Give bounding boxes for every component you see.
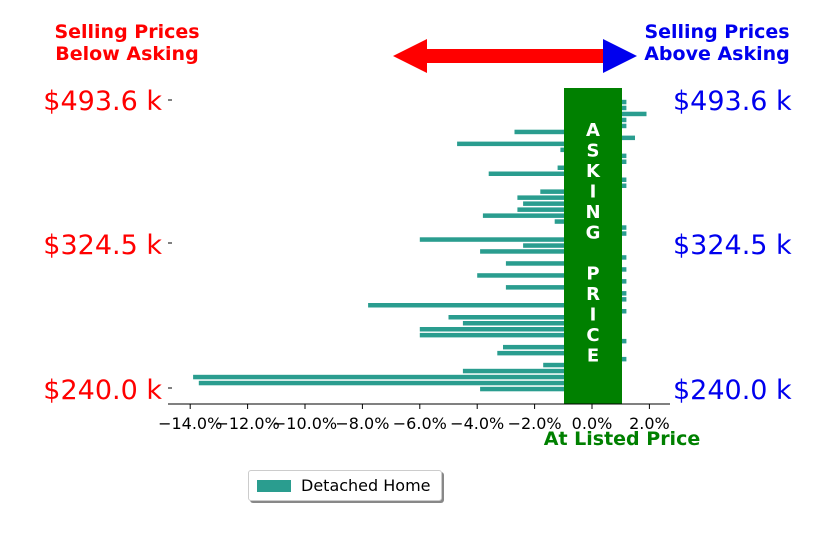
- right-header-line1: Selling Prices: [644, 21, 789, 43]
- asking-letter: K: [586, 161, 601, 182]
- left-header-line2: Below Asking: [55, 43, 198, 65]
- bar: [457, 141, 592, 147]
- bar: [505, 261, 592, 266]
- bar: [368, 303, 592, 308]
- asking-letter: N: [585, 202, 600, 223]
- bar: [514, 129, 592, 135]
- right-header-line2: Above Asking: [644, 43, 790, 65]
- x-tick-label: −10.0%: [273, 414, 337, 433]
- bar: [482, 213, 592, 218]
- x-tick-label: 0.0%: [572, 414, 613, 433]
- arrow-shaft: [427, 49, 603, 63]
- bar: [193, 374, 592, 380]
- legend-swatch: [257, 480, 291, 492]
- legend: Detached Home: [248, 470, 442, 501]
- bar: [488, 171, 592, 176]
- left-price-top: $493.6 k: [43, 86, 162, 117]
- arrow-right-icon: [603, 39, 637, 73]
- bar: [503, 344, 592, 350]
- asking-letter: I: [590, 182, 597, 203]
- arrow-left-icon: [393, 39, 427, 73]
- right-price-mid: $324.5 k: [673, 230, 792, 261]
- x-tick-label: −2.0%: [508, 414, 562, 433]
- asking-letter: C: [586, 325, 599, 346]
- bar: [523, 243, 592, 248]
- bar: [517, 195, 592, 200]
- x-tick-label: −12.0%: [215, 414, 279, 433]
- bar: [448, 315, 592, 320]
- bar: [462, 368, 592, 374]
- at-listed-price-caption: At Listed Price: [544, 428, 700, 450]
- bar: [419, 327, 592, 332]
- asking-letter: P: [586, 264, 599, 285]
- x-tick-label: −8.0%: [335, 414, 389, 433]
- bar: [523, 201, 592, 206]
- asking-letter: A: [586, 120, 600, 141]
- right-price-bottom: $240.0 k: [673, 375, 792, 406]
- x-tick-label: −4.0%: [450, 414, 504, 433]
- asking-letter: S: [587, 141, 600, 162]
- bar: [517, 207, 592, 212]
- bar: [419, 332, 592, 338]
- left-price-bottom: $240.0 k: [43, 375, 162, 406]
- bar: [480, 249, 592, 254]
- right-price-top: $493.6 k: [673, 86, 792, 117]
- asking-letter: G: [586, 223, 601, 244]
- bar: [419, 237, 592, 242]
- legend-label: Detached Home: [301, 476, 431, 495]
- left-header-line1: Selling Prices: [54, 21, 199, 43]
- bar: [497, 350, 592, 356]
- double-arrow: [393, 39, 637, 73]
- x-tick-label: 2.0%: [629, 414, 670, 433]
- x-tick-label: −14.0%: [158, 414, 222, 433]
- asking-letter: I: [590, 305, 597, 326]
- bar: [480, 386, 592, 392]
- bar: [198, 380, 593, 386]
- x-ticks: −14.0%−12.0%−10.0%−8.0% −6.0% −4.0% −2.0% 0.…: [158, 404, 670, 433]
- bar: [477, 273, 592, 278]
- asking-letter: R: [586, 284, 600, 305]
- bar: [462, 321, 592, 326]
- asking-price-band: [564, 88, 622, 404]
- asking-letter: E: [587, 346, 599, 367]
- bar: [505, 285, 592, 290]
- left-price-mid: $324.5 k: [43, 230, 162, 261]
- x-tick-label: −6.0%: [393, 414, 447, 433]
